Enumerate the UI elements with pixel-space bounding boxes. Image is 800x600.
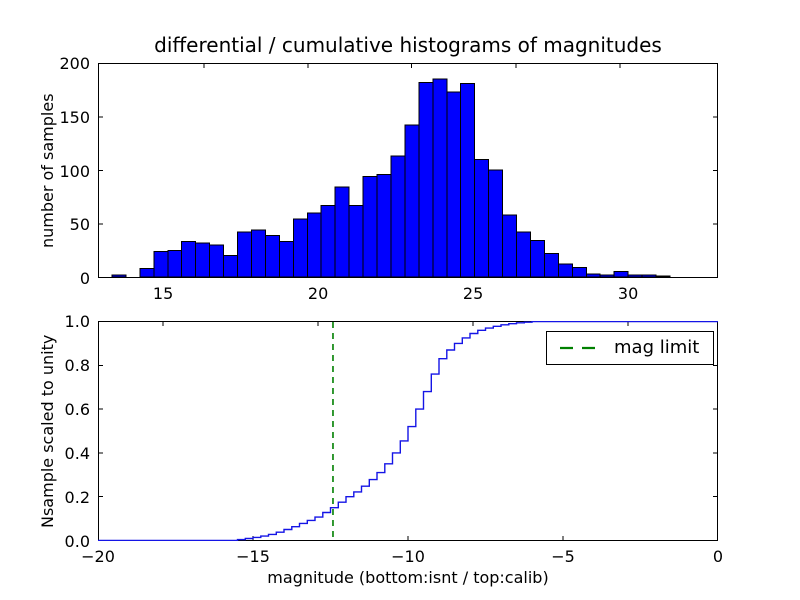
bottom-xtick-label: −20 xyxy=(81,547,115,566)
bottom-ytick-label: 0.0 xyxy=(64,532,90,551)
bottom-ytick-label: 0.8 xyxy=(64,356,90,375)
bottom-ytick-label: 0.2 xyxy=(64,488,90,507)
bottom-ytick-label: 1.0 xyxy=(64,312,90,331)
bottom-xtick-label: −5 xyxy=(551,547,575,566)
top-ytick-label: 50 xyxy=(69,215,90,235)
top-histogram-axes xyxy=(98,63,718,278)
bottom-ytick-label: 0.4 xyxy=(64,444,90,463)
top-ytick-label: 150 xyxy=(59,107,90,127)
legend-dashed-line-sample xyxy=(560,346,600,350)
legend: mag limit xyxy=(546,331,715,365)
bottom-xtick-label: −10 xyxy=(391,547,425,566)
top-xtick-label: 30 xyxy=(617,284,639,303)
top-xtick-label: 15 xyxy=(152,284,174,303)
bottom-ytick-label: 0.6 xyxy=(64,400,90,419)
x-axis-label: magnitude (bottom:isnt / top:calib) xyxy=(267,568,549,587)
bottom-cumulative-axes xyxy=(98,321,718,541)
bottom-xtick-label: −15 xyxy=(236,547,270,566)
legend-label: mag limit xyxy=(614,337,700,358)
figure-title: differential / cumulative histograms of … xyxy=(154,33,662,57)
bottom-ylabel: Nsample scaled to unity xyxy=(38,334,57,528)
top-xtick-label: 20 xyxy=(307,284,329,303)
top-ytick-label: 100 xyxy=(59,161,90,181)
top-ytick-label: 200 xyxy=(59,54,90,73)
top-xtick-label: 25 xyxy=(462,284,484,303)
top-ytick-label: 0 xyxy=(79,269,90,288)
bottom-xtick-label: 0 xyxy=(712,547,724,566)
